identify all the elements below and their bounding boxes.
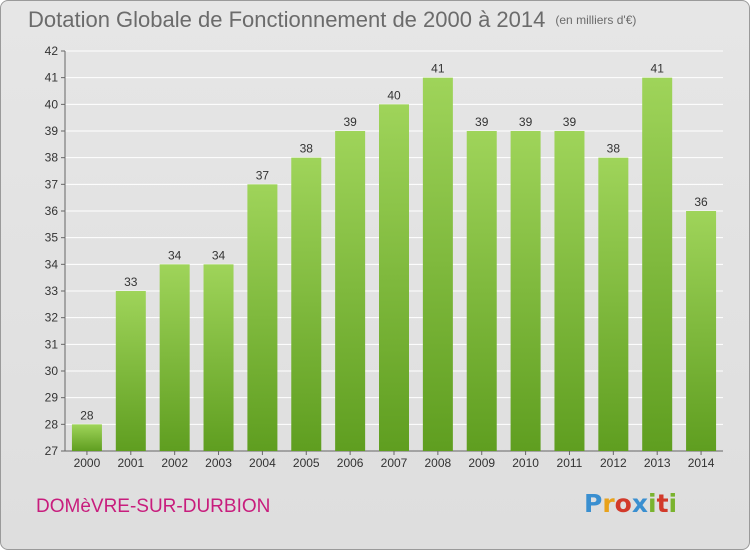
x-tick-label: 2008 (425, 456, 452, 470)
y-tick-label: 37 (45, 177, 59, 191)
bar (554, 131, 585, 451)
logo-letter: t (656, 489, 669, 518)
x-tick-label: 2009 (468, 456, 495, 470)
bar (335, 131, 366, 451)
y-tick-label: 28 (45, 417, 59, 431)
logo-letter: r (602, 489, 615, 518)
y-tick-label: 31 (45, 337, 59, 351)
data-label: 37 (256, 168, 270, 182)
data-label: 33 (124, 275, 138, 289)
bar (247, 184, 278, 452)
bar (115, 291, 146, 451)
y-tick-label: 35 (45, 231, 59, 245)
bar (203, 264, 234, 451)
x-tick-label: 2005 (293, 456, 320, 470)
data-label: 39 (519, 115, 533, 129)
x-tick-label: 2013 (644, 456, 671, 470)
bar (642, 77, 673, 452)
x-tick-label: 2000 (74, 456, 101, 470)
x-tick-label: 2012 (600, 456, 627, 470)
bar (291, 157, 322, 451)
logo-letter: o (614, 489, 632, 518)
data-label: 39 (563, 115, 577, 129)
x-tick-label: 2010 (512, 456, 539, 470)
data-label: 38 (607, 142, 621, 156)
data-label: 34 (212, 248, 226, 262)
bar (686, 211, 717, 451)
bar (598, 157, 629, 451)
logo-letter: i (668, 489, 678, 518)
proxiti-logo[interactable]: Proxiti (584, 489, 677, 518)
x-tick-label: 2014 (688, 456, 715, 470)
data-label: 41 (651, 62, 665, 76)
y-tick-label: 30 (45, 364, 59, 378)
data-label: 38 (300, 142, 314, 156)
y-tick-label: 36 (45, 204, 59, 218)
bar (510, 131, 541, 451)
logo-letter: x (631, 489, 648, 518)
y-tick-label: 41 (45, 71, 59, 85)
y-tick-label: 34 (45, 257, 59, 271)
data-label: 34 (168, 248, 182, 262)
y-tick-label: 32 (45, 311, 59, 325)
town-name: DOMèVRE-SUR-DURBION (36, 496, 271, 517)
logo-letter: P (584, 489, 603, 518)
bar (466, 131, 497, 451)
y-tick-label: 40 (45, 97, 59, 111)
x-tick-label: 2002 (161, 456, 188, 470)
bar (71, 424, 102, 451)
x-tick-label: 2003 (205, 456, 232, 470)
x-tick-label: 2011 (557, 456, 583, 470)
bars (71, 77, 717, 452)
y-tick-label: 38 (45, 151, 59, 165)
bar (422, 77, 453, 452)
y-tick-label: 42 (45, 44, 59, 58)
logo-letter: i (648, 489, 657, 518)
x-tick-label: 2007 (381, 456, 408, 470)
y-tick-label: 29 (45, 391, 59, 405)
value-labels: 28 33 34 34 37 38 39 40 41 39 39 39 38 41 36 (80, 62, 708, 423)
y-tick-label: 39 (45, 124, 59, 138)
data-label: 36 (694, 195, 708, 209)
y-tick-label: 33 (45, 284, 59, 298)
data-label: 28 (80, 408, 94, 422)
unit-label: (en milliers d'€) (555, 13, 637, 27)
title-text: Dotation Globale de Fonctionnement de 20… (28, 7, 546, 32)
x-tick-label: 2006 (337, 456, 364, 470)
data-label: 39 (475, 115, 489, 129)
data-label: 41 (431, 62, 445, 76)
data-label: 40 (387, 88, 401, 102)
chart-title: Dotation Globale de Fonctionnement de 20… (28, 7, 636, 33)
y-tick-label: 27 (45, 444, 59, 458)
data-label: 39 (343, 115, 357, 129)
x-tick-label: 2001 (117, 456, 144, 470)
x-tick-label: 2004 (249, 456, 276, 470)
bar (159, 264, 190, 451)
bar (379, 104, 409, 451)
